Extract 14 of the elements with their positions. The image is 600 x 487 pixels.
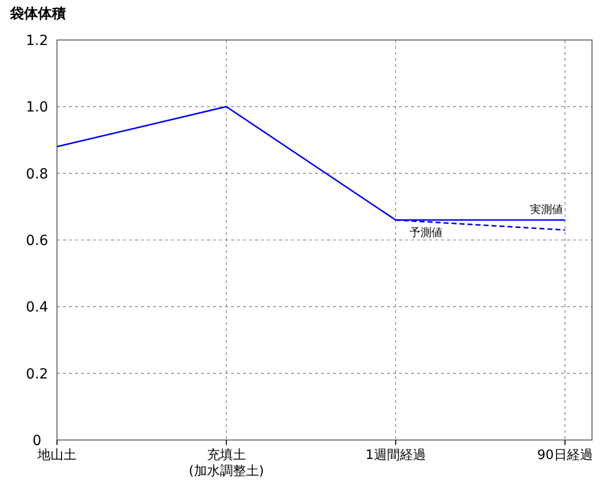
x-tick-label: 地山土 (36, 448, 76, 463)
series-label: 予測値 (410, 226, 443, 239)
x-tick-label: 1週間経過 (366, 448, 426, 463)
y-tick-label: 0.4 (26, 300, 48, 316)
y-axis-title: 袋体体積 (9, 6, 66, 22)
y-tick-label: 0.2 (26, 366, 48, 382)
series-label: 実測値 (530, 203, 563, 216)
x-tick-label: 充填土 (加水調整土) (188, 448, 264, 479)
y-tick-label: 1.2 (26, 33, 48, 49)
y-tick-label: 0 (32, 433, 42, 449)
y-tick-label: 1.0 (26, 100, 48, 116)
x-tick-label: 90日経過 (537, 448, 593, 463)
y-tick-label: 0.8 (26, 166, 48, 182)
y-tick-label: 0.6 (26, 233, 48, 249)
